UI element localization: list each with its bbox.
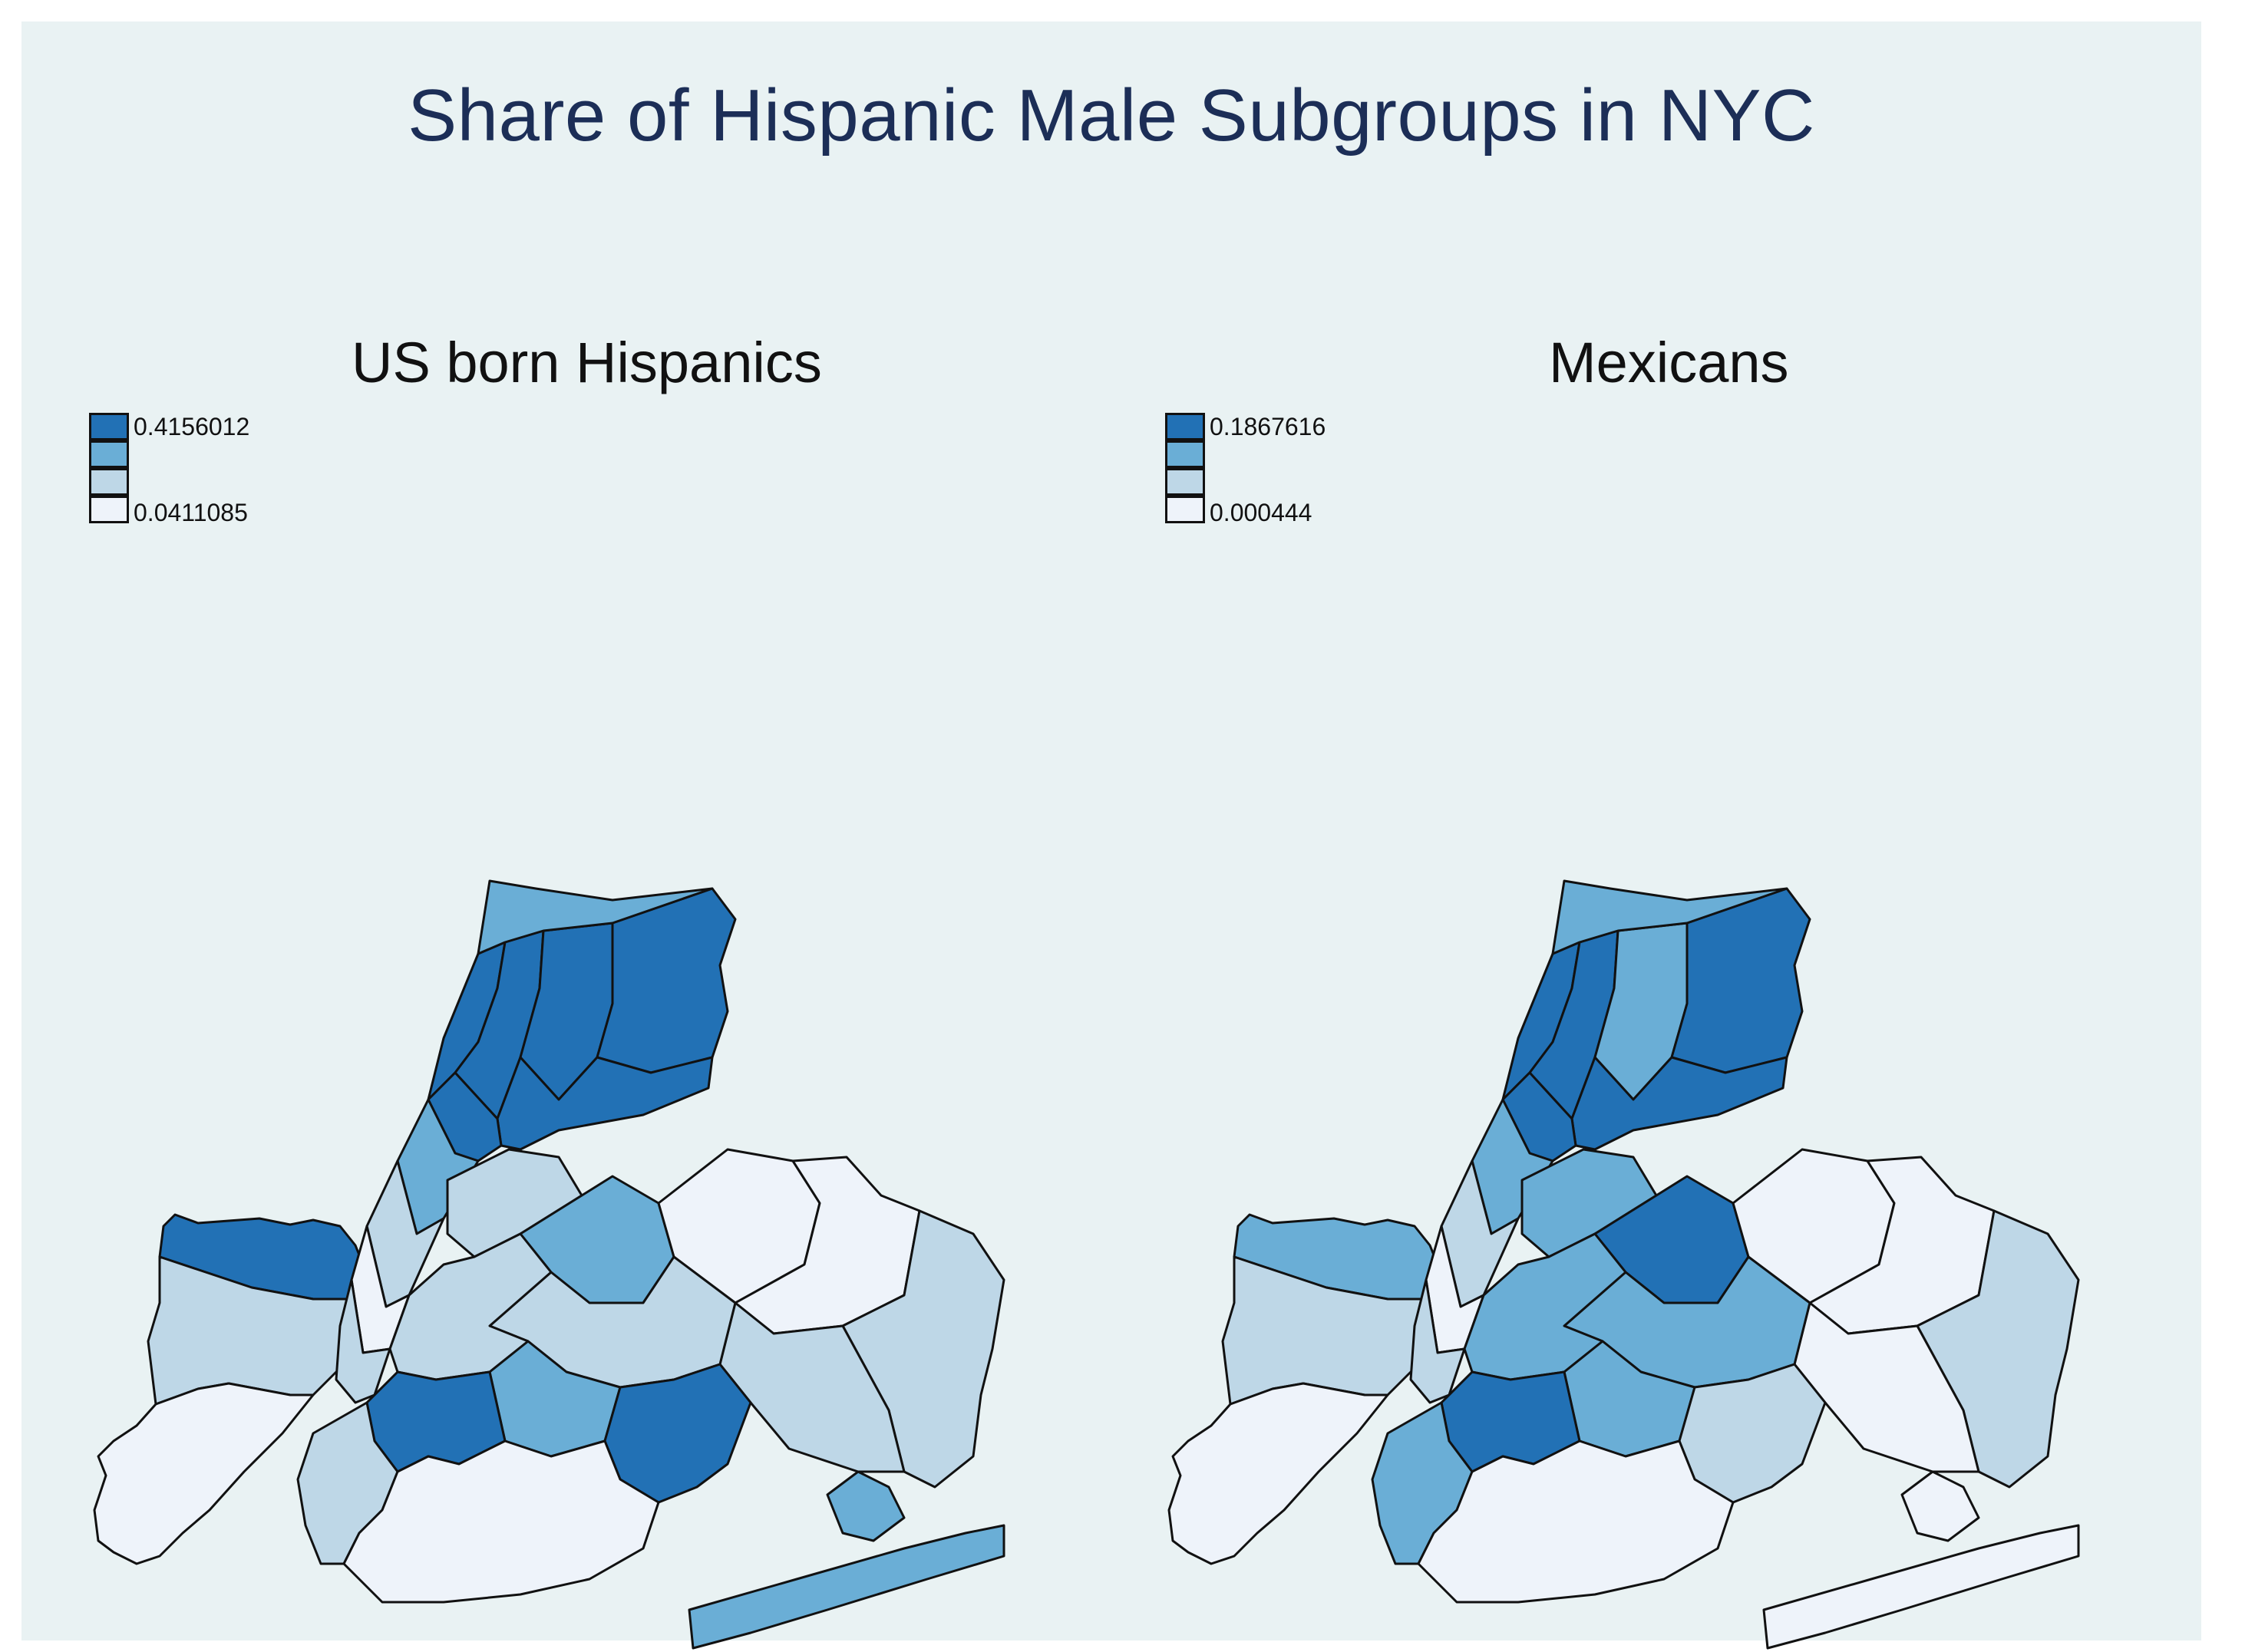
region-jamaica-bay	[1900, 1470, 1980, 1542]
legend-swatch-class-4	[1165, 413, 1205, 440]
region-manhattan-lower	[335, 1278, 391, 1404]
region-bronx-north	[1551, 879, 1788, 955]
legend-max-label: 0.4156012	[134, 413, 250, 440]
region-jamaica-bay	[826, 1470, 906, 1542]
legend-max-label: 0.1867616	[1210, 413, 1326, 440]
legend-swatch-class-1	[89, 496, 129, 523]
region-rockaway	[688, 1524, 1005, 1650]
region-brooklyn-south	[1417, 1439, 1735, 1604]
region-staten-south	[1167, 1382, 1389, 1565]
legend-swatch-class-3	[89, 440, 129, 468]
legend-swatch-class-1	[1165, 496, 1205, 523]
region-brooklyn-south	[342, 1439, 660, 1604]
legend-swatch-class-3	[1165, 440, 1205, 468]
legend-min-label: 0.000444	[1210, 499, 1312, 526]
region-rockaway	[1762, 1524, 2080, 1650]
region-staten-middle	[1221, 1255, 1458, 1406]
region-bronx-south	[1570, 1056, 1788, 1151]
choropleth-map-mexicans	[1167, 879, 2080, 1650]
region-staten-south	[93, 1382, 315, 1565]
region-bronx-south	[496, 1056, 714, 1151]
figure-panel: Share of Hispanic Male Subgroups in NYC …	[21, 21, 2201, 1650]
region-manhattan-lower	[1409, 1278, 1466, 1404]
region-bronx-north	[477, 879, 714, 955]
region-bronx-east	[1670, 887, 1811, 1074]
legend-swatch-class-2	[1165, 468, 1205, 496]
legend-swatch-class-4	[89, 413, 129, 440]
region-bronx-east	[596, 887, 737, 1074]
legend-swatch-class-2	[89, 468, 129, 496]
map-title-us-born-hispanics: US born Hispanics	[352, 331, 822, 394]
map-title-mexicans: Mexicans	[1549, 331, 1789, 394]
legend-min-label: 0.0411085	[134, 499, 248, 526]
main-title: Share of Hispanic Male Subgroups in NYC	[408, 74, 1815, 157]
choropleth-map-us-born-hispanics	[93, 879, 1005, 1650]
region-staten-middle	[147, 1255, 384, 1406]
